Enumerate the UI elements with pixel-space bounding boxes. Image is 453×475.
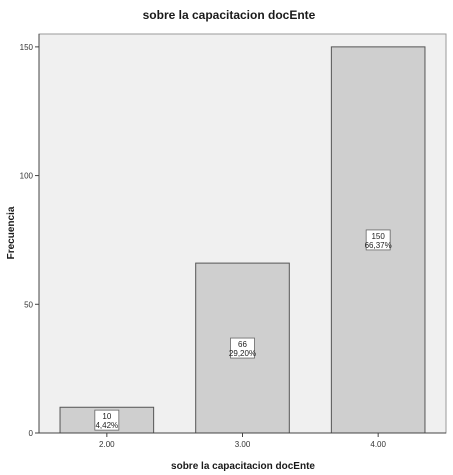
data-label-box [365,229,391,251]
y-tick-label: 150 [20,43,34,52]
y-axis-label: Frecuencia [6,206,17,259]
x-tick-label: 4.00 [370,440,386,449]
y-tick-label: 100 [20,172,34,181]
data-label-count: 10 [102,412,111,421]
x-axis-label: sobre la capacitacion docEnte [171,461,315,472]
chart-title: sobre la capacitacion docEnte [143,8,316,22]
data-label-box [230,337,255,359]
data-label-percent: 4,42% [95,421,118,430]
x-tick-label: 2.00 [99,440,115,449]
data-label-count: 66 [238,340,247,349]
y-axis-ticks: 0 50 100 150 [20,43,39,438]
data-label-count: 150 [371,232,385,241]
data-label-percent: 29,20% [229,349,256,358]
x-axis-ticks: 2.00 3.00 4.00 [99,433,386,449]
data-label-box [94,409,120,431]
data-label-percent: 66,37% [365,241,392,250]
x-tick-label: 3.00 [235,440,251,449]
y-tick-label: 50 [24,300,33,309]
y-tick-label: 0 [29,429,34,438]
